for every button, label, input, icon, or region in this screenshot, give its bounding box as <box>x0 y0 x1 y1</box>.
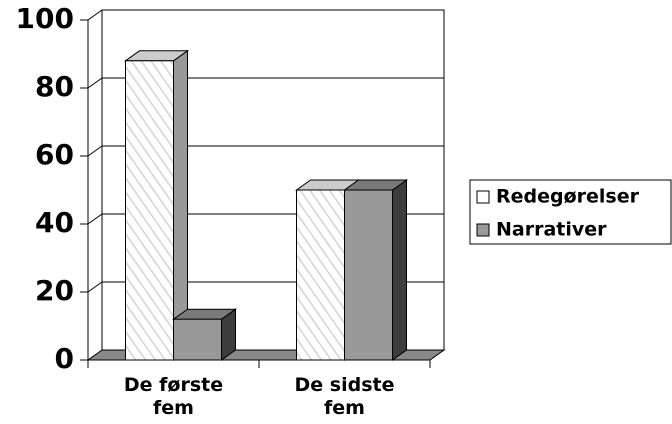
bar <box>296 189 345 361</box>
legend-label: Narrativer <box>496 219 607 241</box>
bar-side <box>392 179 407 361</box>
grid-line <box>87 281 103 293</box>
grid-line <box>87 9 103 21</box>
bar <box>344 189 393 361</box>
y-tick-label: 60 <box>35 138 74 171</box>
y-tick-label: 0 <box>55 342 74 375</box>
y-tick-label: 80 <box>35 70 74 103</box>
legend-box <box>469 179 672 245</box>
grid-line <box>87 145 103 157</box>
legend-swatch <box>476 223 490 237</box>
y-tick-label: 100 <box>16 2 74 35</box>
legend-swatch <box>476 190 490 204</box>
y-tick-label: 40 <box>35 206 74 239</box>
legend-label: Redegørelser <box>496 186 640 208</box>
x-tick-label: De sidste fem <box>294 374 395 419</box>
bar <box>125 60 174 361</box>
bar <box>173 318 222 361</box>
grid-line <box>87 213 103 225</box>
y-tick-label: 20 <box>35 274 74 307</box>
x-tick-label: De første fem <box>123 374 224 419</box>
grid-line <box>87 77 103 89</box>
